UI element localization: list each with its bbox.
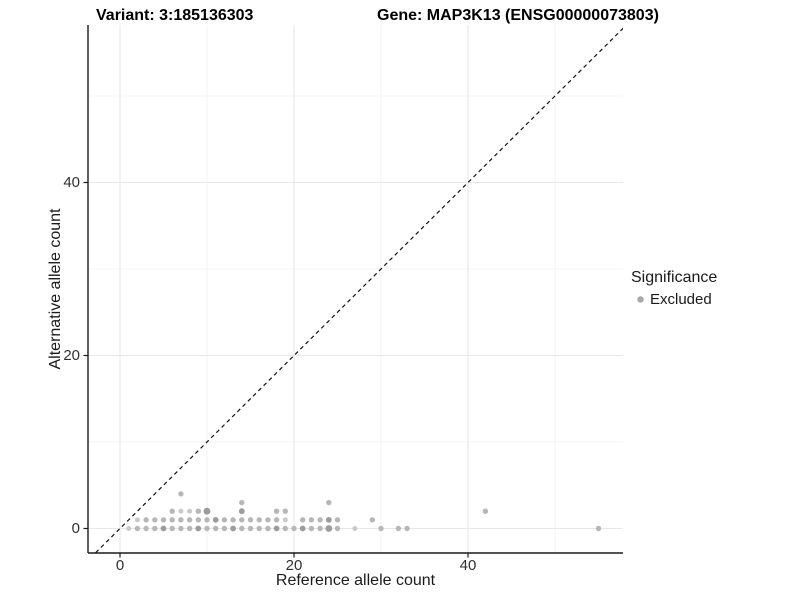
data-point (203, 507, 211, 515)
data-point (186, 517, 193, 523)
data-point (291, 525, 297, 532)
data-point (204, 517, 210, 523)
data-point (352, 526, 358, 531)
data-point (404, 525, 410, 532)
data-point (230, 525, 237, 532)
data-point (239, 499, 245, 506)
data-point (325, 525, 333, 532)
data-point (143, 517, 149, 523)
legend-item-excluded: Excluded (650, 291, 712, 308)
data-point (273, 517, 280, 523)
y-tick-label: 0 (71, 519, 80, 537)
data-point (395, 525, 402, 532)
data-point (152, 517, 158, 523)
data-point (300, 517, 306, 523)
data-point (230, 517, 236, 523)
data-point (308, 525, 315, 532)
data-point (595, 525, 602, 532)
data-point (169, 525, 175, 532)
data-point (282, 525, 288, 532)
data-point (247, 517, 254, 523)
data-point (326, 499, 332, 506)
data-point (152, 525, 158, 532)
gene-title: Gene: MAP3K13 (ENSG00000073803) (377, 7, 659, 24)
data-point (169, 508, 175, 514)
data-point (378, 525, 384, 532)
y-axis-label: Alternative allele count (47, 208, 64, 370)
data-point (334, 517, 341, 523)
data-point (126, 526, 132, 531)
data-point (160, 517, 167, 523)
x-tick-label: 0 (115, 557, 125, 574)
data-point (212, 516, 219, 523)
data-point (143, 525, 149, 532)
data-point (239, 517, 245, 523)
data-point (325, 516, 332, 523)
data-point (265, 525, 271, 532)
data-point (317, 517, 323, 523)
data-point (273, 525, 280, 532)
data-point (195, 517, 201, 523)
data-point (169, 517, 175, 523)
data-point (195, 508, 201, 514)
data-point (160, 525, 167, 532)
data-point (178, 491, 184, 497)
data-point (213, 525, 219, 532)
data-point (334, 525, 341, 532)
data-point (265, 517, 271, 523)
data-point (221, 525, 228, 532)
data-point (178, 525, 184, 532)
data-point (186, 525, 193, 532)
data-point (256, 525, 262, 532)
data-point (247, 525, 254, 532)
data-point (308, 517, 315, 523)
data-point (238, 508, 245, 515)
data-point (195, 525, 202, 532)
data-point (221, 517, 228, 523)
data-point (178, 517, 184, 523)
data-point (282, 517, 288, 523)
legend-title: Significance (631, 269, 718, 286)
data-point (187, 508, 193, 514)
variant-title: Variant: 3:185136303 (96, 7, 254, 24)
data-point (239, 525, 245, 532)
data-point (204, 525, 210, 532)
data-point (134, 525, 141, 532)
data-point (273, 508, 280, 514)
data-point (178, 508, 184, 514)
data-point (134, 517, 140, 523)
data-point (282, 508, 288, 514)
data-point (369, 517, 375, 523)
x-axis-label: Reference allele count (275, 572, 436, 589)
data-point (256, 517, 262, 523)
y-tick-label: 20 (63, 346, 80, 364)
data-point (482, 508, 489, 514)
y-tick-label: 40 (63, 173, 80, 191)
data-point (299, 525, 306, 532)
x-tick-label: 40 (459, 557, 477, 574)
identity-line (94, 27, 623, 553)
legend-key-dot (637, 296, 644, 303)
x-tick-label: 20 (285, 557, 303, 574)
data-point (317, 525, 323, 532)
